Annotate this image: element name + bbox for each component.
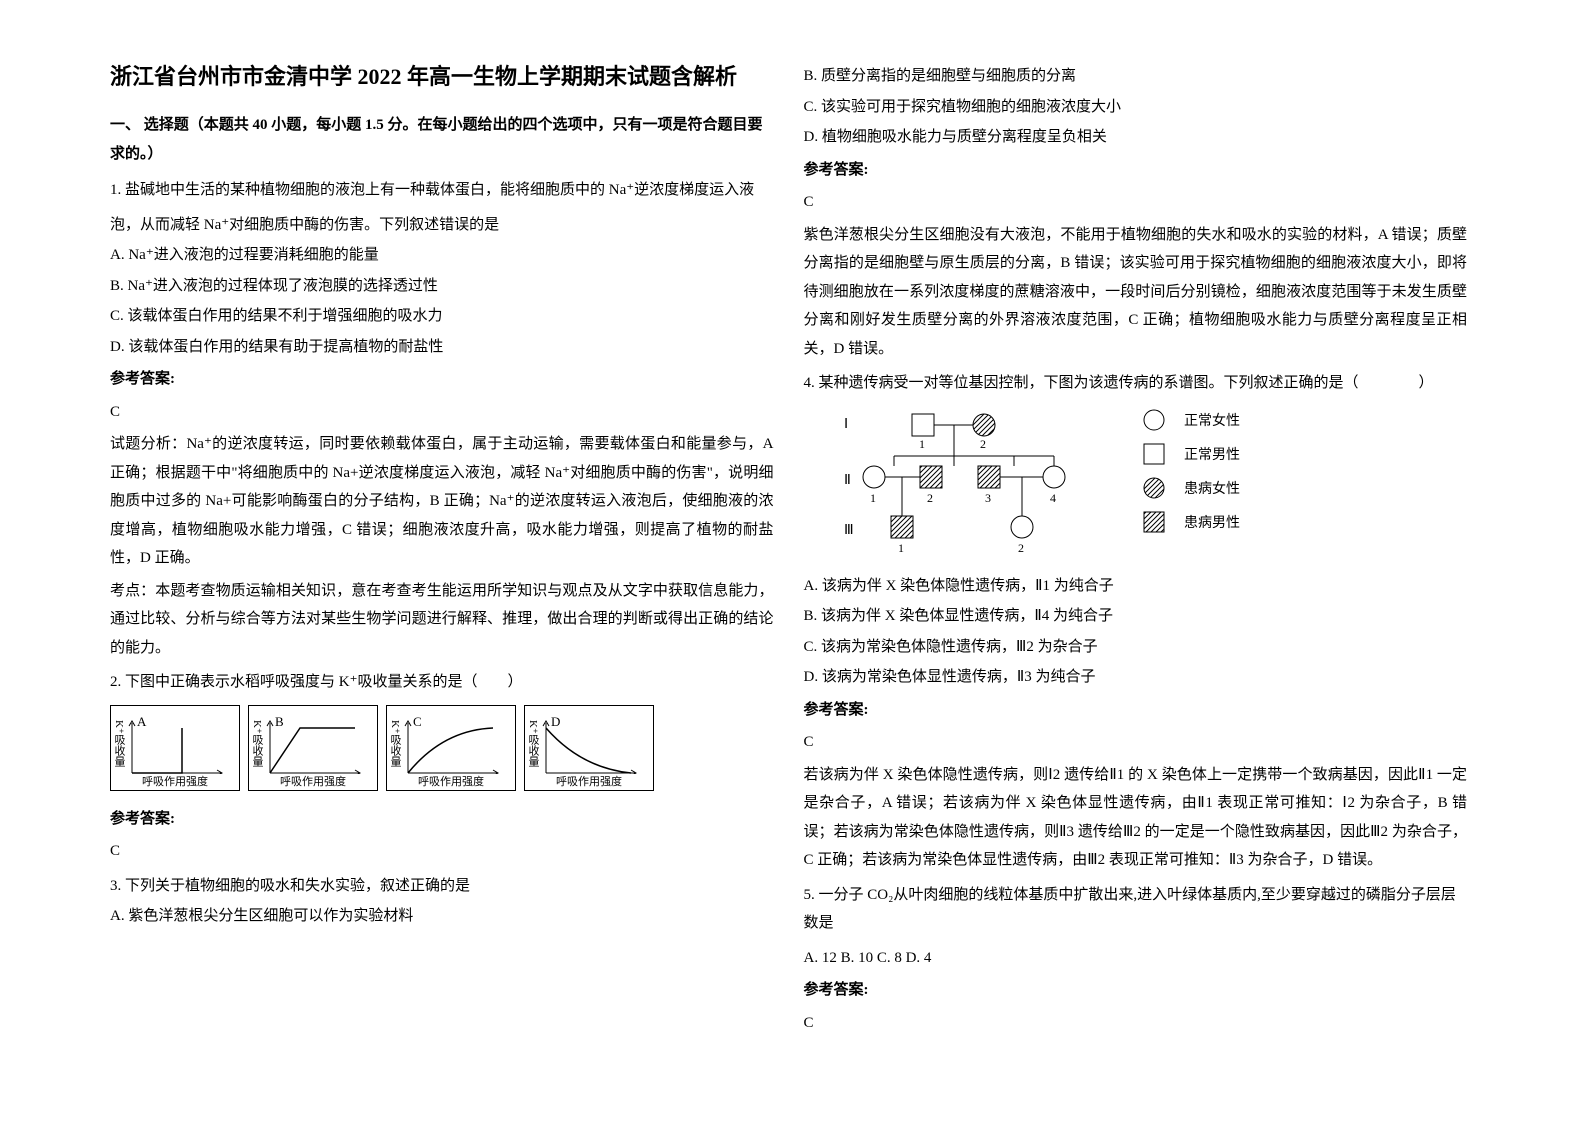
q4-option-a: A. 该病为伴 X 染色体隐性遗传病，Ⅱ1 为纯合子 xyxy=(804,572,1468,601)
q4-answer-label: 参考答案: xyxy=(804,696,1468,725)
svg-text:1: 1 xyxy=(919,437,925,451)
q1-option-b: B. Na⁺进入液泡的过程体现了液泡膜的选择透过性 xyxy=(110,272,774,301)
chart-a-ylabel: K⁺吸收量 xyxy=(113,720,124,767)
gen-1-label: Ⅰ xyxy=(844,417,848,432)
chart-c-svg xyxy=(403,718,503,774)
chart-a-xlabel: 呼吸作用强度 xyxy=(111,777,239,788)
q5-options: A. 12 B. 10 C. 8 D. 4 xyxy=(804,944,1468,973)
q2-chart-b: B K⁺吸收量 呼吸作用强度 xyxy=(248,705,378,791)
chart-d-ylabel: K⁺吸收量 xyxy=(527,720,538,767)
chart-b-curve xyxy=(270,728,355,773)
svg-text:1: 1 xyxy=(870,491,876,505)
q5-stem: 5. 一分子 CO₂从叶肉细胞的线粒体基质中扩散出来,进入叶绿体基质内,至少要穿… xyxy=(804,881,1468,938)
chart-c-xlabel: 呼吸作用强度 xyxy=(387,777,515,788)
q4-option-b: B. 该病为伴 X 染色体显性遗传病，Ⅱ4 为纯合子 xyxy=(804,602,1468,631)
q4-option-d: D. 该病为常染色体显性遗传病，Ⅱ3 为纯合子 xyxy=(804,663,1468,692)
q1-analysis-2: 考点：本题考查物质运输相关知识，意在考查考生能运用所学知识与观点及从文字中获取信… xyxy=(110,577,774,663)
chart-d-curve xyxy=(546,728,631,773)
chart-c-ylabel: K⁺吸收量 xyxy=(389,720,400,767)
q3-analysis: 紫色洋葱根尖分生区细胞没有大液泡，不能用于植物细胞的失水和吸水的实验的材料，A … xyxy=(804,221,1468,364)
q2-answer: C xyxy=(110,837,774,866)
q3-option-c: C. 该实验可用于探究植物细胞的细胞液浓度大小 xyxy=(804,93,1468,122)
q1-analysis-1: 试题分析：Na⁺的逆浓度转运，同时要依赖载体蛋白，属于主动运输，需要载体蛋白和能… xyxy=(110,430,774,573)
chart-b-xlabel: 呼吸作用强度 xyxy=(249,777,377,788)
right-column: B. 质壁分离指的是细胞壁与细胞质的分离 C. 该实验可用于探究植物细胞的细胞液… xyxy=(804,60,1498,1082)
chart-a-svg xyxy=(127,718,227,774)
q2-chart-d: D K⁺吸收量 呼吸作用强度 xyxy=(524,705,654,791)
q1-answer: C xyxy=(110,398,774,427)
gen-3-label: Ⅲ xyxy=(844,523,854,538)
q1-option-d: D. 该载体蛋白作用的结果有助于提高植物的耐盐性 xyxy=(110,333,774,362)
chart-b-svg xyxy=(265,718,365,774)
q4-stem: 4. 某种遗传病受一对等位基因控制，下图为该遗传病的系谱图。下列叙述正确的是（ … xyxy=(804,369,1468,398)
svg-text:2: 2 xyxy=(927,491,933,505)
q3-answer: C xyxy=(804,188,1468,217)
q5-answer: C xyxy=(804,1009,1468,1038)
q1-stem-line2: 泡，从而减轻 Na⁺对细胞质中酶的伤害。下列叙述错误的是 xyxy=(110,211,774,240)
q2-chart-row: A K⁺吸收量 呼吸作用强度 B K⁺吸收量 呼吸作用强度 xyxy=(110,705,774,791)
chart-c-curve xyxy=(408,728,493,773)
legend-af: 患病女性 xyxy=(1184,480,1240,497)
q4-option-c: C. 该病为常染色体隐性遗传病，Ⅲ2 为杂合子 xyxy=(804,633,1468,662)
chart-d-svg xyxy=(541,718,641,774)
page-title: 浙江省台州市市金清中学 2022 年高一生物上学期期末试题含解析 xyxy=(110,60,774,93)
svg-text:4: 4 xyxy=(1050,491,1056,505)
left-column: 浙江省台州市市金清中学 2022 年高一生物上学期期末试题含解析 一、 选择题（… xyxy=(110,60,804,1082)
svg-text:2: 2 xyxy=(980,437,986,451)
legend-am: 患病男性 xyxy=(1184,515,1240,531)
chart-d-xlabel: 呼吸作用强度 xyxy=(525,777,653,788)
q2-chart-c: C K⁺吸收量 呼吸作用强度 xyxy=(386,705,516,791)
q3-stem: 3. 下列关于植物细胞的吸水和失水实验，叙述正确的是 xyxy=(110,872,774,901)
q4-answer: C xyxy=(804,728,1468,757)
chart-b-ylabel: K⁺吸收量 xyxy=(251,720,262,767)
q2-chart-a: A K⁺吸收量 呼吸作用强度 xyxy=(110,705,240,791)
q3-option-b: B. 质壁分离指的是细胞壁与细胞质的分离 xyxy=(804,62,1468,91)
q1-answer-label: 参考答案: xyxy=(110,365,774,394)
section-heading: 一、 选择题（本题共 40 小题，每小题 1.5 分。在每小题给出的四个选项中，… xyxy=(110,111,774,168)
q2-answer-label: 参考答案: xyxy=(110,805,774,834)
q4-analysis: 若该病为伴 X 染色体隐性遗传病，则Ⅰ2 遗传给Ⅱ1 的 X 染色体上一定携带一… xyxy=(804,761,1468,875)
q3-option-a: A. 紫色洋葱根尖分生区细胞可以作为实验材料 xyxy=(110,902,774,931)
q1-option-a: A. Na⁺进入液泡的过程要消耗细胞的能量 xyxy=(110,241,774,270)
svg-text:3: 3 xyxy=(985,491,991,505)
q3-answer-label: 参考答案: xyxy=(804,156,1468,185)
gen-2-label: Ⅱ xyxy=(844,473,851,488)
chart-a-curve xyxy=(132,728,182,773)
q1-stem-line1: 1. 盐碱地中生活的某种植物细胞的液泡上有一种载体蛋白，能将细胞质中的 Na⁺逆… xyxy=(110,176,774,205)
q3-option-d: D. 植物细胞吸水能力与质壁分离程度呈负相关 xyxy=(804,123,1468,152)
q2-stem: 2. 下图中正确表示水稻呼吸强度与 K⁺吸收量关系的是（ ） xyxy=(110,668,774,697)
q4-pedigree: Ⅰ 1 2 Ⅱ xyxy=(824,404,1468,564)
svg-text:2: 2 xyxy=(1018,541,1024,555)
q1-option-c: C. 该载体蛋白作用的结果不利于增强细胞的吸水力 xyxy=(110,302,774,331)
svg-text:1: 1 xyxy=(898,541,904,555)
legend-nm: 正常男性 xyxy=(1184,447,1240,463)
pedigree-svg: Ⅰ 1 2 Ⅱ xyxy=(824,404,1304,564)
legend-nf: 正常女性 xyxy=(1184,412,1240,429)
q5-answer-label: 参考答案: xyxy=(804,976,1468,1005)
